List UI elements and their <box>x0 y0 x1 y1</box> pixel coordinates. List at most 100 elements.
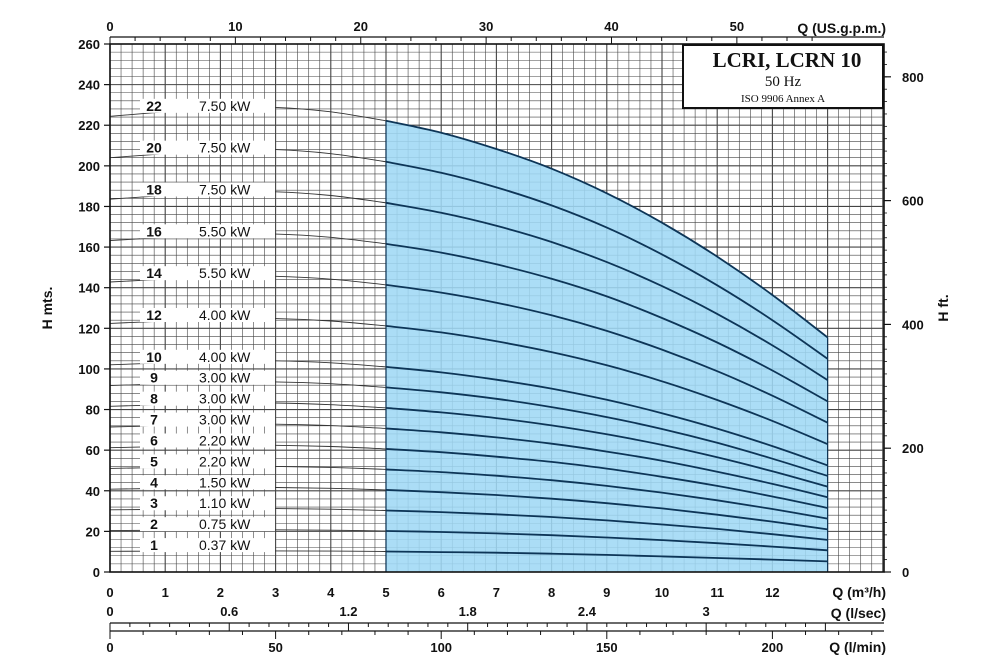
y-axis-title-right: H ft. <box>935 294 951 321</box>
right-tick-label: 600 <box>902 194 924 209</box>
x-tick-label: 7 <box>493 585 500 600</box>
curve-label-bg <box>140 538 275 553</box>
power-label-4: 1.50 kW <box>199 474 251 490</box>
curve-label-bg <box>140 517 275 532</box>
power-label-9: 3.00 kW <box>199 370 251 386</box>
y-tick-label: 40 <box>86 484 100 499</box>
x-tick-label: 6 <box>438 585 445 600</box>
stage-label-9: 9 <box>150 370 158 386</box>
top-tick-label: 20 <box>354 19 368 34</box>
y-tick-label: 80 <box>86 403 100 418</box>
power-label-22: 7.50 kW <box>199 98 251 114</box>
curve-14 <box>385 283 828 424</box>
y-tick-label: 60 <box>86 443 100 458</box>
lmin-tick-label: 0 <box>106 640 113 655</box>
stage-label-1: 1 <box>150 537 158 553</box>
curve-2 <box>385 530 828 552</box>
top-tick-label: 40 <box>604 19 618 34</box>
right-tick-label: 0 <box>902 565 909 580</box>
top-tick-label: 10 <box>228 19 242 34</box>
y-tick-label: 0 <box>93 565 100 580</box>
curve-label-bg <box>140 307 275 322</box>
y-tick-label: 20 <box>86 524 100 539</box>
stage-label-2: 2 <box>150 516 158 532</box>
x-tick-label: 10 <box>655 585 669 600</box>
stage-label-12: 12 <box>146 307 162 323</box>
curve-3 <box>385 509 828 541</box>
lsec-tick-label: 2.4 <box>578 604 597 619</box>
curve-label-bg <box>140 98 275 113</box>
stage-label-8: 8 <box>150 391 158 407</box>
stage-label-16: 16 <box>146 223 162 239</box>
curve-4 <box>385 489 828 531</box>
lsec-tick-label: 0 <box>106 604 113 619</box>
chart-title: LCRI, LCRN 10 <box>713 48 862 72</box>
power-label-18: 7.50 kW <box>199 181 251 197</box>
curve-labels: 1 0.37 kW 2 0.75 kW 3 1.10 kW 4 1.50 kW 5 2.20 kW… <box>140 98 275 553</box>
curve-7 <box>385 427 828 499</box>
top-tick-label: 50 <box>730 19 744 34</box>
stage-label-20: 20 <box>146 140 162 156</box>
y-tick-label: 140 <box>78 281 100 296</box>
y-tick-label: 120 <box>78 321 100 336</box>
lsec-tick-label: 1.8 <box>459 604 477 619</box>
stage-label-6: 6 <box>150 432 158 448</box>
lmin-tick-label: 150 <box>596 640 618 655</box>
curve-label-bg <box>140 370 275 385</box>
curve-8 <box>385 407 828 488</box>
power-label-1: 0.37 kW <box>199 537 251 553</box>
power-label-8: 3.00 kW <box>199 391 251 407</box>
curve-10 <box>385 365 828 467</box>
x-tick-label: 4 <box>327 585 335 600</box>
power-label-7: 3.00 kW <box>199 412 251 428</box>
stage-label-4: 4 <box>150 474 158 490</box>
lsec-tick-label: 3 <box>703 604 710 619</box>
curve-6 <box>385 448 828 509</box>
x-tick-label: 9 <box>603 585 610 600</box>
curve-12 <box>385 324 828 445</box>
plot-frame <box>109 43 885 573</box>
y-tick-label: 220 <box>78 118 100 133</box>
stage-label-14: 14 <box>146 265 162 281</box>
power-label-3: 1.10 kW <box>199 495 251 511</box>
stage-label-18: 18 <box>146 181 162 197</box>
y-tick-label: 200 <box>78 159 100 174</box>
curve-label-bg <box>140 433 275 448</box>
right-tick-label: 200 <box>902 441 924 456</box>
power-label-10: 4.00 kW <box>199 349 251 365</box>
lmin-tick-label: 100 <box>430 640 452 655</box>
x-tick-label: 11 <box>710 585 724 600</box>
curve-label-bg <box>140 224 275 239</box>
stage-label-22: 22 <box>146 98 162 114</box>
curve-20 <box>385 160 829 360</box>
curve-22 <box>385 119 829 339</box>
power-label-2: 0.75 kW <box>199 516 251 532</box>
power-label-20: 7.50 kW <box>199 140 251 156</box>
curve-18 <box>385 201 829 381</box>
curve-label-bg <box>140 496 275 511</box>
y-tick-label: 260 <box>78 37 100 52</box>
lmin-tick-label: 50 <box>268 640 282 655</box>
operating-range-area <box>386 120 828 573</box>
top-tick-label: 0 <box>106 19 113 34</box>
x-tick-label: 2 <box>217 585 224 600</box>
lmin-tick-label: 200 <box>762 640 784 655</box>
curve-label-bg <box>140 454 275 469</box>
curve-label-bg <box>140 182 275 197</box>
stage-label-10: 10 <box>146 349 162 365</box>
curve-label-bg <box>140 475 275 490</box>
x-tick-label: 12 <box>765 585 779 600</box>
curve-5 <box>385 468 828 520</box>
curve-label-bg <box>140 140 275 155</box>
top-tick-label: 30 <box>479 19 493 34</box>
title-box: LCRI, LCRN 10 50 Hz ISO 9906 Annex A <box>682 44 884 109</box>
y-tick-label: 160 <box>78 240 100 255</box>
power-label-5: 2.20 kW <box>199 453 251 469</box>
y-tick-label: 240 <box>78 78 100 93</box>
curve-label-bg <box>140 266 275 281</box>
y-axis-title-left: H mts. <box>39 287 55 330</box>
curve-label-bg <box>140 412 275 427</box>
top-axis-title: Q (US.g.p.m.) <box>797 20 886 36</box>
power-label-16: 5.50 kW <box>199 223 251 239</box>
